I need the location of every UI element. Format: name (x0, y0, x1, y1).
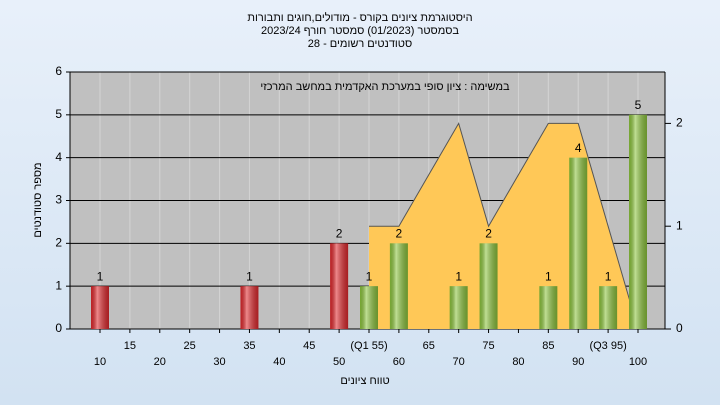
y-tick-label: 1 (55, 278, 62, 292)
x-tick-label: 70 (453, 356, 465, 368)
value-label: 1 (605, 269, 612, 283)
x-tick-label: 90 (572, 356, 584, 368)
area-line (369, 122, 639, 330)
x-tick-label: 15 (124, 340, 136, 352)
x-tick-label: 10 (94, 356, 106, 368)
y2-tick-label: 0 (676, 321, 683, 335)
x-tick-label: 65 (423, 340, 435, 352)
x-tick-label: 100 (629, 356, 647, 368)
y-tick-label: 6 (55, 64, 62, 78)
annotation: במשימה : ציון סופי במערכת האקדמית במחשב … (260, 81, 510, 93)
y-tick-label: 0 (55, 321, 62, 335)
x-tick-label: 85 (542, 340, 554, 352)
x-tick-label: (Q1 55) (350, 340, 387, 352)
y2-tick-label: 1 (676, 218, 683, 232)
bar-shine (330, 243, 349, 329)
value-label: 1 (97, 269, 104, 283)
y-axis-label: מספר סטודנטים (32, 162, 44, 237)
y-tick-label: 5 (55, 107, 62, 121)
chart-subtitle: סטודנטים רשומים - 28 (308, 38, 412, 50)
chart-subtitle: בסמסטר (01/2023) סמסטר חורף 2023/24 (261, 25, 459, 37)
value-label: 1 (545, 269, 552, 283)
chart-title: היסטוגרמת ציונים בקורס - מודולים,חוגים ו… (247, 11, 472, 24)
x-tick-label: 80 (512, 356, 524, 368)
bar-shine (91, 286, 109, 329)
x-tick-label: 30 (213, 356, 225, 368)
value-label: 1 (246, 269, 253, 283)
x-tick-label: (Q3 95) (589, 340, 626, 352)
bar-shine (599, 286, 618, 329)
bar-shine (479, 243, 498, 329)
x-tick-label: 25 (184, 340, 196, 352)
bar-shine (629, 114, 647, 329)
value-label: 2 (485, 227, 492, 241)
value-label: 2 (336, 227, 343, 241)
x-tick-label: 20 (154, 356, 166, 368)
bar-shine (449, 286, 468, 329)
value-label: 1 (366, 269, 373, 283)
x-axis-label: טווח ציונים (340, 375, 389, 387)
bar-shine (389, 243, 408, 329)
bar-shine (539, 286, 558, 329)
bar-shine (240, 286, 259, 329)
y-tick-label: 2 (55, 236, 62, 250)
x-tick-label: 75 (482, 340, 494, 352)
bar-shine (569, 157, 588, 329)
value-label: 4 (575, 141, 582, 155)
x-tick-label: 50 (333, 356, 345, 368)
x-tick-label: 35 (243, 340, 255, 352)
value-label: 1 (455, 269, 462, 283)
x-tick-label: 60 (393, 356, 405, 368)
value-label: 5 (635, 98, 642, 112)
x-tick-label: 45 (303, 340, 315, 352)
y-tick-label: 3 (55, 193, 62, 207)
value-label: 2 (396, 227, 403, 241)
bar-shine (360, 286, 378, 329)
y-tick-label: 4 (55, 150, 62, 164)
y2-tick-label: 2 (676, 116, 683, 130)
x-tick-label: 40 (273, 356, 285, 368)
